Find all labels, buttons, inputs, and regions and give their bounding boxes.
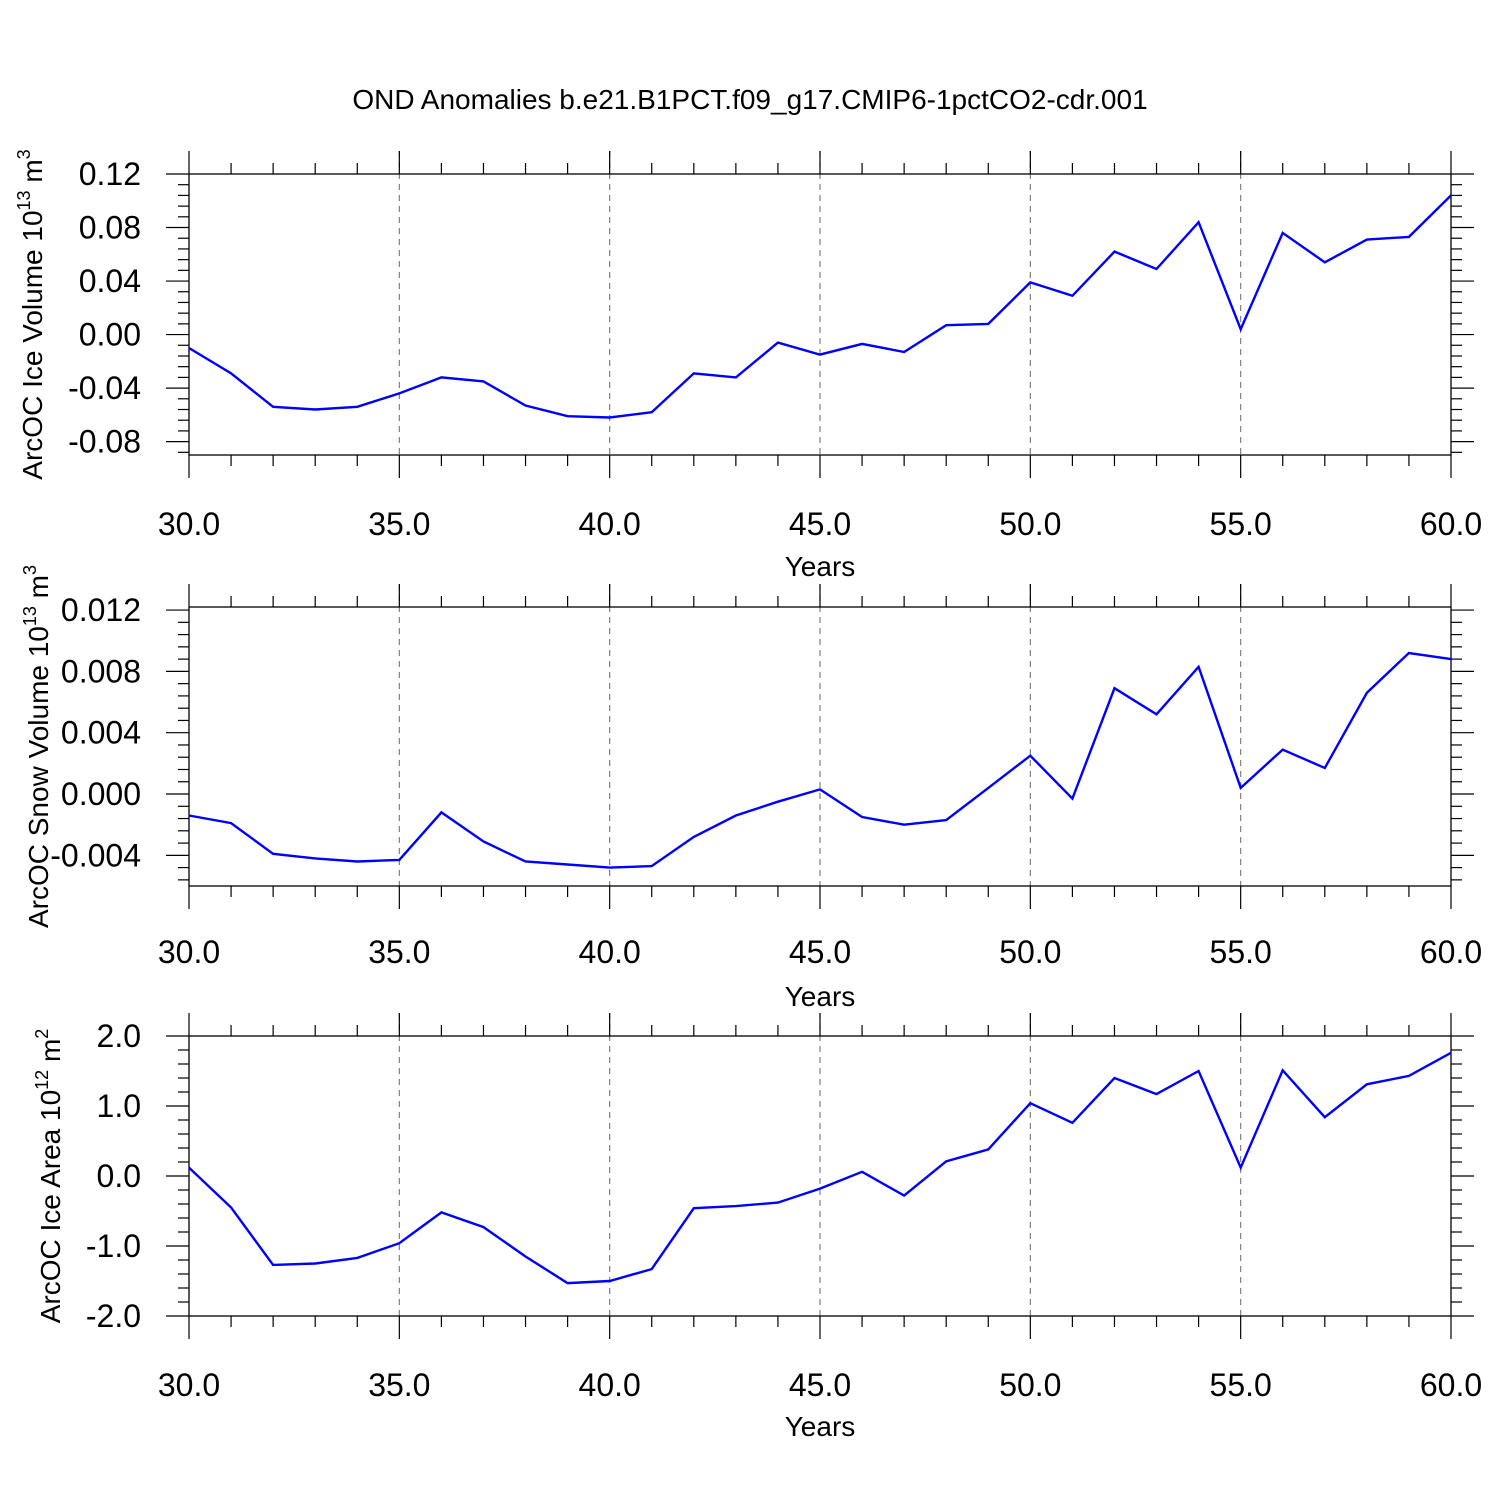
x-axis-title: Years [785, 981, 856, 1012]
y-tick-label: -1.0 [86, 1228, 141, 1264]
x-tick-label: 30.0 [158, 934, 220, 970]
x-tick-label: 35.0 [368, 1367, 430, 1403]
x-tick-label: 40.0 [579, 1367, 641, 1403]
panel-ice-area: 2.0 1.0 0.0 -1.0 -2.0 30.0 35.0 40.0 45.0 50.0 55.… [32, 1013, 1482, 1442]
y-axis-title-text: ArcOC Ice Volume 10 [17, 210, 48, 479]
y-axis-title-text: ArcOC Ice Area 10 [35, 1090, 66, 1323]
x-tick-label: 55.0 [1210, 934, 1272, 970]
y-axis-title-exponent: 12 [32, 1070, 52, 1090]
x-tick-label: 35.0 [368, 506, 430, 542]
y-tick-label: 1.0 [97, 1088, 141, 1124]
y-axis-title-exponent: 13 [14, 190, 34, 210]
x-tick-label: 45.0 [789, 934, 851, 970]
y-tick-label: 0.000 [61, 776, 141, 812]
y-axis-title-exponent: 13 [20, 606, 40, 626]
y-axis-title-unit: m [35, 1039, 66, 1070]
panel-ice-volume: 0.12 0.08 0.04 0.00 -0.04 -0.08 30.0 35.0 40.0 45… [14, 149, 1482, 582]
x-tick-label: 55.0 [1210, 1367, 1272, 1403]
y-tick-label: 0.0 [97, 1158, 141, 1194]
y-tick-label: 0.12 [79, 156, 141, 192]
x-tick-label: 45.0 [789, 506, 851, 542]
y-tick-label: 0.008 [61, 653, 141, 689]
x-tick-label: 35.0 [368, 934, 430, 970]
x-tick-label: 60.0 [1420, 506, 1482, 542]
x-tick-label: 30.0 [158, 1367, 220, 1403]
x-tick-label: 45.0 [789, 1367, 851, 1403]
x-tick-label: 50.0 [999, 934, 1061, 970]
y-tick-label: 0.00 [79, 317, 141, 353]
y-tick-label: 0.04 [79, 263, 141, 299]
x-tick-label: 40.0 [579, 506, 641, 542]
y-axis-title-text: ArcOC Snow Volume 10 [23, 626, 54, 928]
y-tick-label: -2.0 [86, 1298, 141, 1334]
series-line [188, 194, 1452, 419]
plot-frame [188, 1035, 1452, 1317]
x-tick-label: 60.0 [1420, 934, 1482, 970]
y-axis-title: ArcOC Ice Volume 1013 m3 [14, 149, 48, 479]
y-axis-title-unit: m [23, 575, 54, 606]
x-axis-title: Years [785, 551, 856, 582]
y-axis-title-unit-exponent: 2 [32, 1029, 52, 1039]
y-axis-title: ArcOC Ice Area 1012 m2 [32, 1029, 66, 1324]
y-tick-label: 2.0 [97, 1018, 141, 1054]
x-tick-label: 30.0 [158, 506, 220, 542]
y-tick-label: 0.004 [61, 715, 141, 751]
x-tick-label: 50.0 [999, 506, 1061, 542]
x-axis-title: Years [785, 1411, 856, 1442]
y-tick-label: 0.08 [79, 210, 141, 246]
y-axis-title-unit-exponent: 3 [14, 149, 34, 159]
series-line [188, 651, 1452, 869]
page-title: OND Anomalies b.e21.B1PCT.f09_g17.CMIP6-… [352, 84, 1148, 115]
y-tick-label: -0.004 [50, 837, 141, 873]
x-tick-label: 60.0 [1420, 1367, 1482, 1403]
x-tick-label: 40.0 [579, 934, 641, 970]
panel-snow-volume: 0.012 0.008 0.004 0.000 -0.004 30.0 35.0 40.0 45… [20, 565, 1482, 1012]
y-tick-label: 0.012 [61, 592, 141, 628]
y-axis-title-unit: m [17, 159, 48, 190]
y-axis-title: ArcOC Snow Volume 1013 m3 [20, 565, 54, 928]
y-tick-label: -0.08 [68, 424, 141, 460]
series-line [188, 1051, 1452, 1285]
y-tick-label: -0.04 [68, 370, 141, 406]
plot-frame [188, 606, 1452, 887]
x-tick-label: 55.0 [1210, 506, 1272, 542]
plot-frame [188, 173, 1452, 456]
y-axis-title-unit-exponent: 3 [20, 565, 40, 575]
x-tick-label: 50.0 [999, 1367, 1061, 1403]
